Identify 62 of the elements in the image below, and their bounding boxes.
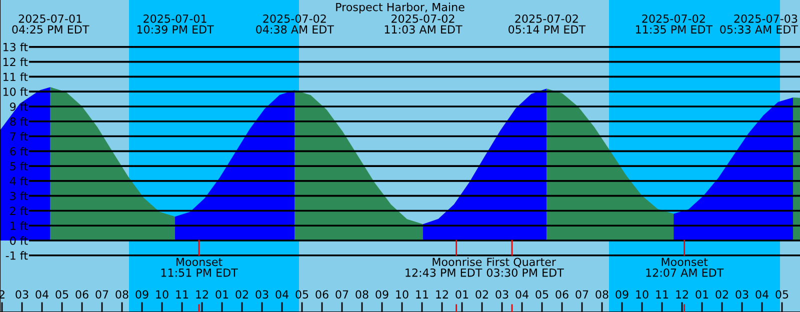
x-tick-label: 08 [596,290,608,299]
x-tick-label: 03 [16,290,28,299]
x-tick-label: 02 [716,290,728,299]
y-tick-label: 2 ft [10,206,28,215]
x-tick-label: 12 [436,290,448,298]
x-tick-label: 12 [676,290,688,298]
annotation: 2025-07-01 10:39 PM EDT [137,14,214,34]
x-tick-label: 09 [136,290,148,299]
x-tick-label: 07 [576,290,588,299]
x-tick-label: 04 [756,290,768,299]
y-tick-label: 3 ft [10,192,28,200]
x-tick-label: 02 [476,290,488,299]
y-tick-label: 11 ft [3,72,28,81]
x-tick-label: 04 [276,290,288,299]
x-tick-label: 03 [496,290,508,299]
x-tick-label: 09 [616,290,628,299]
y-tick-label: 10 ft [3,87,28,96]
y-tick-label: 8 ft [10,117,28,126]
x-tick-label: 05 [536,290,548,299]
annotation: 2025-07-02 11:03 AM EDT [384,14,462,34]
annotation: 2025-07-02 05:14 PM EDT [508,14,586,34]
x-tick-label: 01 [696,290,708,299]
x-tick-label: 03 [736,290,748,299]
ref-line-label: Moonrise 12:43 PM EDT [406,257,482,277]
x-tick-label: 07 [336,290,348,299]
y-tick-label: 13 ft [3,42,28,52]
x-tick-label: 07 [96,290,108,299]
y-tick-label: 6 ft [10,146,28,156]
x-tick-label: 06 [76,290,88,299]
ref-line-label: First Quarter 03:30 PM EDT [486,257,564,277]
y-tick-label: 5 ft [10,162,28,170]
x-tick-label: 06 [316,290,328,299]
x-tick-label: 10 [156,290,168,299]
x-tick-label: 01 [456,290,468,299]
x-tick-label: 11 [416,290,428,298]
x-tick-label: 01 [216,290,228,299]
ref-line-label: Moonset 12:07 AM EDT [646,258,724,277]
annotation: 2025-07-02 11:35 PM EDT [636,14,713,34]
y-tick-label: 9 ft [10,102,28,111]
x-tick-label: 02 [236,290,248,299]
annotation: 2025-07-01 04:25 PM EDT [12,14,90,34]
y-tick-label: -1 ft [6,251,28,260]
x-tick-label: 06 [556,290,568,299]
annotation: 2025-07-02 04:38 AM EDT [256,14,334,34]
x-tick-label: 04 [36,290,48,299]
y-tick-label: 7 ft [10,132,28,140]
y-tick-label: 1 ft [10,221,28,230]
ref-line-label: Moonset 11:51 PM EDT [161,258,238,277]
x-tick-label: 10 [636,290,648,299]
x-tick-label: 05 [56,290,68,299]
x-tick-label: 03 [256,290,268,299]
x-tick-label: 08 [116,290,128,299]
x-tick-label: 11 [656,290,668,298]
x-tick-label: 09 [376,290,388,299]
y-tick-label: 4 ft [10,176,28,186]
x-tick-label: 04 [516,290,528,299]
x-tick-label: 12 [196,290,208,298]
y-tick-label: 12 ft [3,58,28,66]
x-tick-label: 08 [356,290,368,299]
x-tick-label: 11 [176,290,188,298]
x-tick-label: 10 [396,290,408,299]
chart-title: Prospect Harbor, Maine [336,2,464,14]
